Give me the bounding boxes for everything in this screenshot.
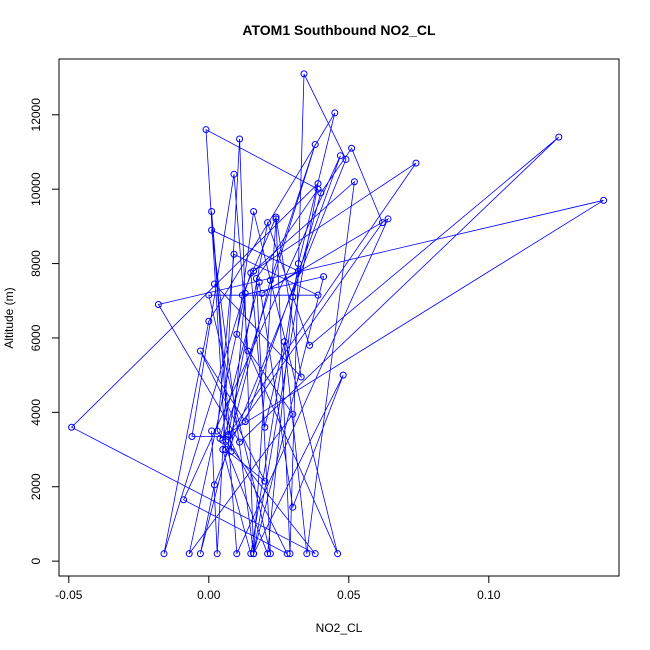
data-point (224, 433, 232, 441)
data-point (210, 481, 218, 489)
y-tick-label: 10000 (29, 172, 43, 206)
data-point (331, 109, 339, 117)
data-series (68, 70, 608, 558)
data-point (600, 196, 608, 204)
data-point (272, 215, 280, 223)
data-point (224, 431, 232, 439)
data-point (280, 338, 288, 346)
y-axis-label: Altitude (m) (2, 287, 16, 348)
series-line (70, 73, 604, 555)
data-point (185, 550, 193, 558)
data-point (334, 550, 342, 558)
data-point (264, 550, 272, 558)
x-tick-label: 0.00 (197, 588, 221, 602)
data-point (188, 433, 196, 441)
x-tick-label: 0.10 (477, 588, 501, 602)
data-point (250, 207, 258, 215)
data-point (250, 550, 258, 558)
data-point (160, 550, 168, 558)
data-point (412, 159, 420, 167)
data-point (236, 438, 244, 446)
x-tick-label: 0.05 (337, 588, 361, 602)
data-point (283, 550, 291, 558)
data-point (350, 178, 358, 186)
y-tick-label: 8000 (29, 250, 43, 277)
data-point (384, 215, 392, 223)
data-point (306, 341, 314, 349)
data-point (230, 250, 238, 258)
data-point (219, 446, 227, 454)
data-point (247, 550, 255, 558)
data-point (213, 427, 221, 435)
data-point (202, 126, 210, 134)
data-point (266, 276, 274, 284)
data-point (289, 410, 297, 418)
data-point (210, 280, 218, 288)
data-point (227, 447, 235, 455)
data-point (336, 152, 344, 160)
data-point (272, 213, 280, 221)
data-point (236, 135, 244, 143)
data-point (233, 550, 241, 558)
data-point (311, 141, 319, 149)
data-point (252, 274, 260, 282)
data-point (68, 423, 76, 431)
data-point (266, 550, 274, 558)
chart-title: ATOM1 Southbound NO2_CL (242, 22, 436, 38)
data-point (216, 434, 224, 442)
plot-area-frame (58, 58, 620, 577)
data-point (196, 550, 204, 558)
data-point (233, 330, 241, 338)
y-tick-label: 0 (29, 557, 43, 564)
data-point (258, 289, 266, 297)
y-tick-label: 2000 (29, 473, 43, 500)
y-tick-label: 4000 (29, 399, 43, 426)
data-point (230, 170, 238, 178)
data-point (208, 207, 216, 215)
data-point (196, 347, 204, 355)
data-point (154, 300, 162, 308)
data-point (555, 133, 563, 141)
data-point (264, 219, 272, 227)
data-point (314, 185, 322, 193)
x-axis: -0.05 0.00 0.05 0.10 (55, 575, 501, 602)
data-point (208, 226, 216, 234)
data-point (320, 273, 328, 281)
y-axis: 0 2000 4000 6000 8000 10000 12000 (29, 98, 60, 564)
data-point (205, 291, 213, 299)
data-point (339, 371, 347, 379)
data-point (286, 550, 294, 558)
x-tick-label: -0.05 (55, 588, 83, 602)
data-point (311, 550, 319, 558)
data-point (238, 291, 246, 299)
data-point (241, 418, 249, 426)
x-axis-label: NO2_CL (316, 621, 363, 635)
data-point (180, 496, 188, 504)
data-point (342, 155, 350, 163)
data-point (289, 293, 297, 301)
data-point (205, 317, 213, 325)
data-point (297, 373, 305, 381)
data-point (213, 550, 221, 558)
data-point (348, 144, 356, 152)
data-point (244, 347, 252, 355)
data-point (314, 291, 322, 299)
data-point (294, 260, 302, 268)
data-point (289, 503, 297, 511)
data-point (294, 267, 302, 275)
data-point (250, 267, 258, 275)
data-point (378, 219, 386, 227)
data-point (261, 477, 269, 485)
data-point (303, 550, 311, 558)
y-tick-label: 6000 (29, 324, 43, 351)
y-tick-label: 12000 (29, 98, 43, 132)
data-point (261, 423, 269, 431)
data-point (300, 70, 308, 78)
